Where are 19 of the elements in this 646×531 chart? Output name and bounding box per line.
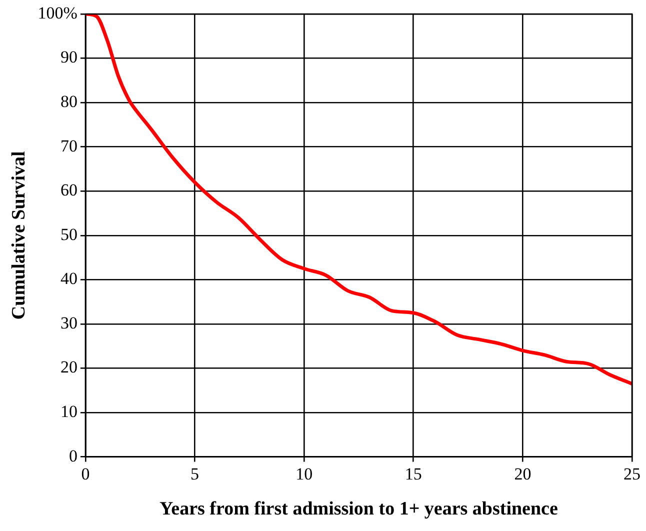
y-tick-label: 70 [60, 136, 78, 156]
x-tick-label: 25 [624, 464, 640, 484]
y-tick-label: 90 [60, 48, 78, 67]
x-tick-label: 0 [81, 464, 90, 484]
y-tick-label: 100% [38, 3, 78, 22]
x-tick-label: 5 [190, 464, 200, 484]
y-tick-label: 80 [60, 92, 78, 112]
y-tick-label: 0 [68, 446, 78, 466]
y-tick-label: 50 [60, 224, 78, 244]
y-tick-label: 10 [60, 402, 78, 421]
x-tick-label: 20 [514, 464, 532, 484]
y-tick-label: 20 [60, 358, 78, 377]
x-tick-label: 15 [404, 464, 422, 484]
y-tick-label: 60 [60, 180, 78, 200]
y-axis-title: Cumulative Survival [8, 151, 30, 320]
y-tick-label: 30 [60, 313, 78, 332]
x-axis-title: Years from first admission to 1+ years abstinence [160, 498, 558, 520]
x-tick-label: 10 [296, 464, 313, 484]
y-tick-label: 40 [60, 269, 78, 288]
